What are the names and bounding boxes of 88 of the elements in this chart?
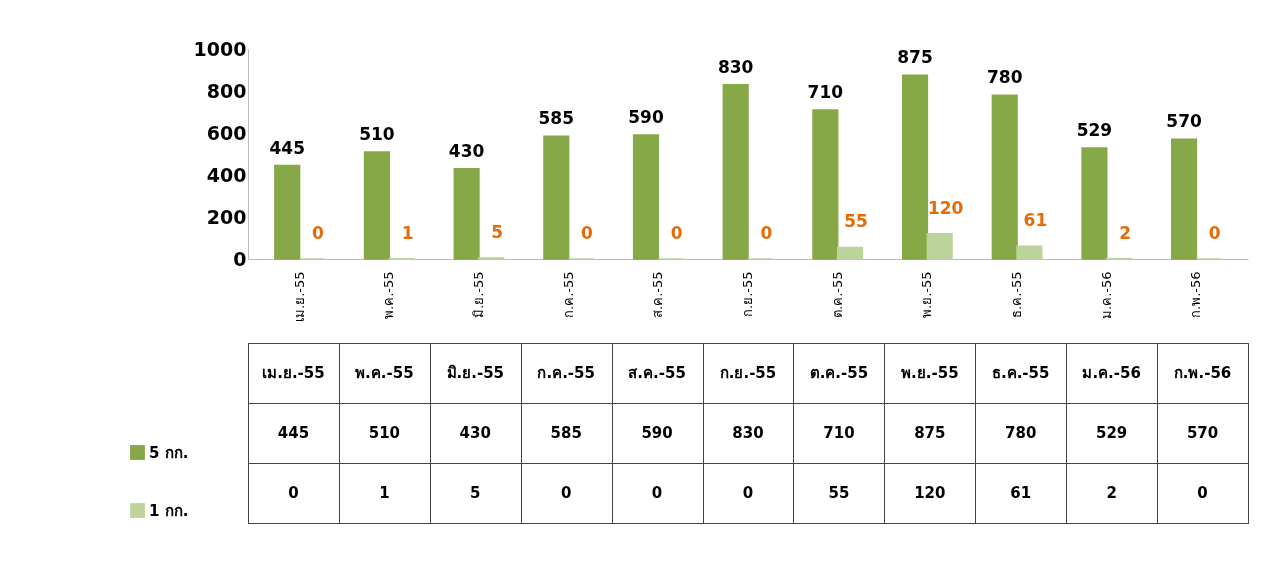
- text: 780: [1005, 424, 1037, 442]
- text: 830: [732, 424, 764, 442]
- category-label: ก.พ.-56: [1173, 364, 1232, 382]
- x-tick-label: ก.ย.-55: [740, 271, 755, 317]
- text: 529: [1095, 424, 1128, 442]
- y-tick-label: 600: [206, 121, 247, 144]
- data-label: 0: [670, 223, 683, 243]
- x-tick-label: ส.ค.-55: [650, 271, 666, 318]
- data-label: 445: [269, 137, 305, 158]
- text: 120: [914, 484, 946, 502]
- x-tick-label: พ.ย.-55: [919, 271, 935, 318]
- text: 61: [1010, 484, 1032, 502]
- data-label: 510: [359, 123, 395, 144]
- data-label: 0: [311, 223, 324, 243]
- text: 0: [742, 484, 754, 502]
- x-tick-label: ม.ค.-56: [1098, 271, 1114, 319]
- data-label: 0: [581, 223, 594, 243]
- text: 445: [277, 424, 310, 442]
- x-tick-label: ต.ค.-55: [829, 271, 845, 318]
- text: 585: [550, 424, 582, 442]
- text: 2: [1106, 484, 1117, 502]
- bar: [453, 167, 480, 260]
- bar: [632, 134, 660, 260]
- text: 1: [379, 484, 390, 502]
- data-label: 780: [986, 67, 1023, 88]
- x-tick-label: เม.ย.-55: [291, 271, 307, 322]
- bar: [901, 74, 929, 260]
- text: 430: [459, 424, 491, 442]
- y-tick-label: 200: [206, 205, 247, 228]
- data-label: 0: [760, 223, 773, 243]
- x-tick-label: ก.พ.-56: [1188, 271, 1204, 318]
- bar: [1171, 138, 1198, 260]
- category-label: ก.ย.-55: [719, 364, 777, 382]
- data-label: 830: [717, 56, 754, 77]
- text: 710: [823, 424, 855, 442]
- x-tick-label: พ.ค.-55: [381, 271, 397, 319]
- data-label: 570: [1166, 111, 1203, 132]
- bar: [543, 135, 570, 260]
- category-label: พ.ค.-55: [355, 364, 414, 382]
- data-label: 0: [1208, 223, 1221, 243]
- category-label: ส.ค.-55: [628, 364, 686, 382]
- text: 0: [560, 484, 572, 502]
- text: 0: [651, 484, 663, 502]
- y-tick-label: 0: [233, 247, 247, 270]
- category-label: ก.ค.-55: [537, 364, 595, 382]
- x-tick-label: ธ.ค.-55: [1009, 271, 1025, 318]
- text: 570: [1186, 424, 1219, 442]
- data-label: 61: [1023, 210, 1048, 231]
- bar: [722, 83, 749, 260]
- bar: [1016, 245, 1043, 260]
- text: 55: [828, 484, 850, 502]
- bar: [1081, 147, 1108, 260]
- legend-label: 5 กก.: [149, 443, 189, 462]
- category-label: มิ.ย.-55: [446, 364, 505, 382]
- data-label: 875: [897, 47, 933, 68]
- bar: [926, 233, 953, 260]
- text: 590: [641, 424, 673, 442]
- data-label: 529: [1076, 119, 1113, 140]
- y-tick-label: 800: [206, 79, 247, 102]
- bar: [363, 151, 391, 260]
- data-label: 1: [401, 222, 414, 243]
- bar: [274, 164, 301, 260]
- data-label: 590: [628, 107, 664, 128]
- category-label: พ.ย.-55: [901, 364, 959, 382]
- text: 5: [470, 484, 481, 502]
- data-label: 5: [491, 221, 504, 242]
- text: 0: [1197, 484, 1208, 502]
- data-label: 710: [807, 81, 844, 102]
- text: 875: [914, 424, 946, 442]
- category-label: ม.ค.-56: [1082, 364, 1141, 382]
- bar: [991, 94, 1018, 260]
- category-label: ต.ค.-55: [809, 364, 869, 382]
- category-label: เม.ย.-55: [262, 364, 325, 382]
- legend-label: 1 กก.: [149, 501, 189, 520]
- bar: [836, 246, 864, 260]
- y-tick-label: 1000: [193, 37, 247, 60]
- data-label: 120: [927, 197, 964, 218]
- x-tick-label: มิ.ย.-55: [470, 271, 486, 318]
- text: 0: [288, 484, 299, 502]
- text: 510: [368, 424, 401, 442]
- data-label: 585: [538, 108, 575, 129]
- y-tick-label: 400: [206, 163, 247, 186]
- category-label: ธ.ค.-55: [991, 364, 1050, 382]
- data-label: 55: [844, 211, 868, 232]
- data-label: 430: [448, 140, 485, 161]
- x-tick-label: ก.ค.-55: [560, 271, 576, 318]
- data-label: 2: [1119, 222, 1131, 243]
- bar: [812, 109, 839, 260]
